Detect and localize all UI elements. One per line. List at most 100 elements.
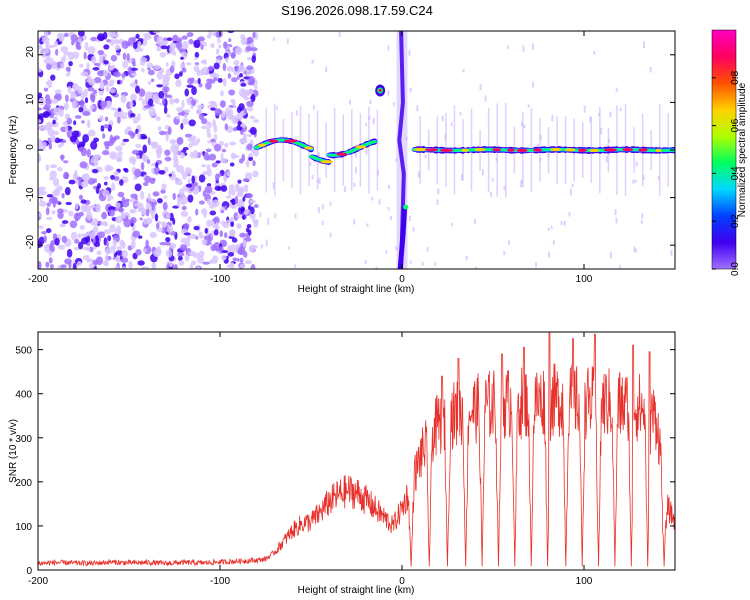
noise-blob <box>191 99 197 107</box>
noise-blob <box>245 159 250 168</box>
noise-blob <box>52 177 60 187</box>
noise-blob <box>178 71 183 77</box>
noise-blob <box>105 86 110 92</box>
noise-blob <box>184 88 190 97</box>
noise-blob <box>633 246 636 252</box>
lower-burst <box>397 206 408 269</box>
early-echo-peak <box>257 143 266 147</box>
noise-blob <box>354 152 357 158</box>
noise-blob <box>208 31 212 37</box>
noise-blob <box>187 178 191 185</box>
noise-blob <box>210 43 215 49</box>
noise-blob <box>408 50 411 56</box>
noise-blob <box>38 125 44 130</box>
noise-blob <box>46 216 53 221</box>
noise-blob <box>213 124 218 133</box>
noise-blob <box>387 207 390 211</box>
noise-blob <box>235 46 243 55</box>
noise-blob <box>47 44 56 49</box>
noise-blob <box>191 175 196 184</box>
noise-blob <box>309 161 312 167</box>
spectrogram-y-tick-label: 20 <box>25 46 36 58</box>
noise-blob <box>560 221 563 226</box>
noise-blob <box>146 92 154 97</box>
noise-blob <box>141 67 145 73</box>
spectrogram-x-label: Height of straight line (km) <box>298 284 415 295</box>
noise-blob <box>208 121 212 129</box>
noise-blob <box>325 66 328 73</box>
noise-blob <box>103 229 111 235</box>
noise-blob <box>162 37 169 42</box>
snr-y-tick-label: 100 <box>15 522 32 533</box>
main-echo-peak <box>655 148 662 153</box>
noise-blob <box>47 79 53 89</box>
noise-blob <box>246 65 254 71</box>
noise-blob <box>164 149 171 156</box>
noise-blob <box>220 185 228 192</box>
noise-blob <box>201 164 206 168</box>
noise-blob <box>38 113 47 118</box>
noise-blob <box>229 141 237 146</box>
noise-blob <box>55 48 59 56</box>
noise-blob <box>395 246 398 251</box>
noise-blob <box>274 213 277 219</box>
noise-blob <box>239 263 246 268</box>
noise-blob <box>244 185 249 193</box>
noise-blob <box>181 205 187 211</box>
noise-blob <box>252 147 259 157</box>
noise-blob <box>193 225 200 231</box>
noise-blob <box>387 45 390 51</box>
noise-blob <box>98 56 103 66</box>
noise-blob <box>178 48 187 52</box>
noise-blob <box>227 251 235 257</box>
noise-blob <box>50 264 54 269</box>
noise-blob <box>186 62 192 66</box>
noise-blob <box>522 45 525 52</box>
snr-panel: -200 -100 0 100 0 100 200 300 400 500 Height of s… <box>8 331 676 596</box>
noise-blob <box>221 148 227 153</box>
noise-blob <box>156 71 163 80</box>
noise-blob <box>42 124 51 131</box>
noise-blob <box>160 40 169 45</box>
noise-blob <box>248 245 255 253</box>
noise-blob <box>108 31 116 38</box>
noise-blob <box>195 236 199 240</box>
noise-blob <box>54 137 61 144</box>
noise-blob <box>70 34 78 43</box>
noise-blob <box>172 150 179 156</box>
echo-streak <box>274 103 276 197</box>
noise-blob <box>79 225 85 230</box>
early-echo <box>371 140 377 143</box>
noise-blob <box>184 133 193 138</box>
noise-blob <box>153 166 160 175</box>
noise-blob <box>670 249 673 256</box>
noise-blob <box>135 249 142 256</box>
noise-blob <box>104 116 109 122</box>
noise-blob <box>148 98 154 107</box>
noise-blob <box>39 196 43 203</box>
noise-blob <box>634 179 637 183</box>
noise-blob <box>43 244 51 248</box>
noise-blob <box>214 182 220 187</box>
noise-blob <box>66 117 73 125</box>
noise-blob <box>185 183 193 188</box>
noise-blob <box>52 98 59 104</box>
noise-blob <box>329 201 332 206</box>
noise-blob <box>155 116 161 122</box>
noise-blob <box>408 215 411 222</box>
snr-y-tick-label: 500 <box>15 346 32 357</box>
noise-blob <box>240 140 248 144</box>
noise-blob <box>641 213 644 219</box>
noise-blob <box>81 237 89 245</box>
noise-blob <box>318 152 321 159</box>
spectrogram-y-tick-label: 10 <box>25 93 36 105</box>
noise-blob <box>196 104 204 109</box>
noise-blob <box>124 168 129 173</box>
noise-blob <box>205 148 212 153</box>
noise-blob <box>139 190 145 200</box>
noise-blob <box>192 150 199 159</box>
noise-blob <box>70 231 78 241</box>
noise-blob <box>124 112 128 116</box>
noise-blob <box>186 32 194 38</box>
zero-stripe-core <box>397 31 406 269</box>
